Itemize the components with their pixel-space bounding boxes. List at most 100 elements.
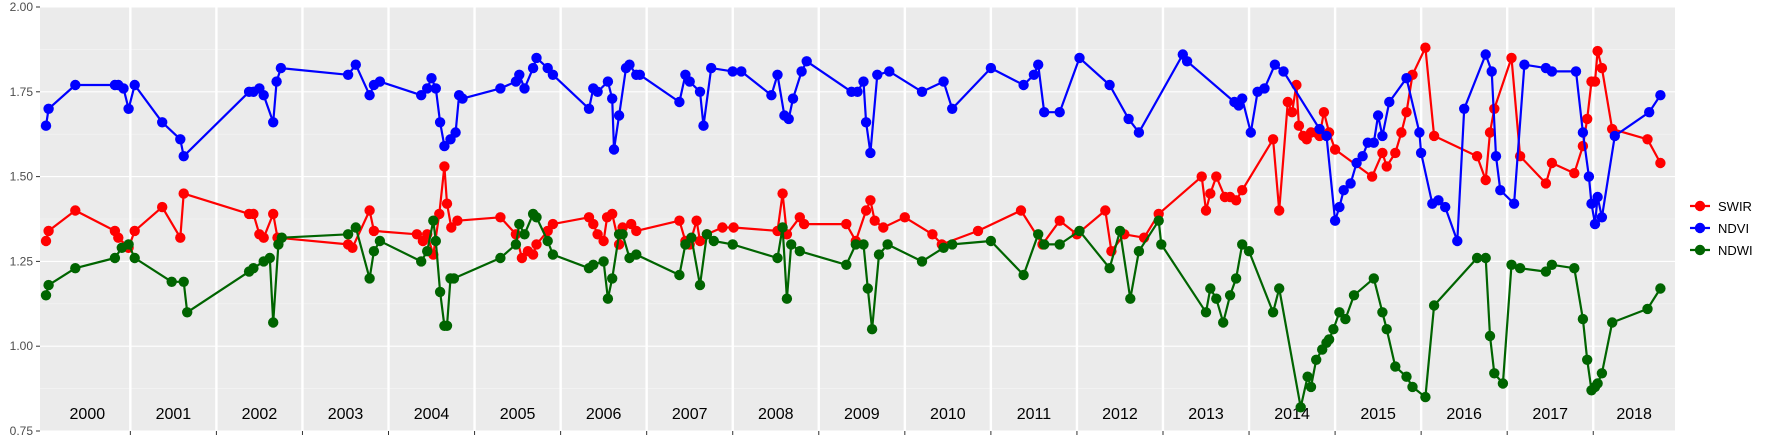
data-point-ndvi: [1570, 66, 1582, 77]
data-point-ndvi: [1338, 185, 1349, 196]
data-point-ndvi: [613, 110, 625, 121]
series-line-ndwi: [44, 212, 1662, 409]
data-point-ndvi: [123, 103, 134, 115]
legend: SWIR NDVI NDWI: [1690, 199, 1753, 258]
data-point-ndwi: [1323, 334, 1335, 345]
legend-label: NDWI: [1718, 243, 1753, 258]
data-point-ndwi: [531, 212, 542, 223]
data-point-ndwi: [1311, 354, 1322, 365]
data-point-swir: [1546, 157, 1558, 169]
data-point-ndwi: [350, 222, 361, 233]
data-point-ndwi: [841, 259, 852, 270]
data-point-ndwi: [1471, 252, 1483, 264]
data-point-swir: [972, 225, 984, 237]
data-point-ndwi: [129, 252, 140, 264]
data-point-ndvi: [1329, 215, 1341, 226]
data-point-ndvi: [1519, 59, 1530, 70]
data-point-swir: [446, 222, 457, 233]
series-layer: [40, 42, 1666, 413]
data-point-ndwi: [1569, 263, 1580, 274]
data-point-ndvi: [1577, 127, 1589, 138]
data-point-ndwi: [1218, 317, 1229, 328]
data-point-swir: [1390, 147, 1401, 159]
data-point-ndwi: [123, 239, 134, 250]
data-point-ndwi: [866, 324, 878, 335]
data-point-swir: [347, 242, 358, 253]
data-point-ndvi: [1433, 195, 1444, 206]
data-point-swir: [841, 218, 852, 230]
data-point-ndwi: [1642, 303, 1653, 315]
y-axis: 0.75 1.00 1.25 1.50 1.75 2.00 2000 2001 2002 2003…: [10, 0, 1652, 438]
data-point-swir: [1100, 205, 1111, 216]
data-point-ndvi: [364, 90, 375, 101]
data-point-ndvi: [860, 117, 872, 128]
data-point-ndwi: [43, 279, 54, 291]
data-point-ndwi: [368, 246, 380, 257]
data-point-ndvi: [736, 66, 747, 77]
data-point-ndwi: [985, 235, 997, 247]
data-point-swir: [70, 205, 81, 216]
data-point-ndwi: [1243, 246, 1255, 257]
data-point-ndwi: [947, 239, 958, 250]
data-point-swir: [1428, 130, 1440, 142]
data-point-swir: [878, 222, 889, 233]
data-point-ndvi: [70, 79, 81, 91]
data-point-ndwi: [1018, 269, 1029, 281]
data-point-ndvi: [1490, 151, 1502, 162]
data-point-swir: [368, 225, 380, 237]
data-point-ndvi: [783, 113, 794, 125]
data-point-ndwi: [428, 215, 439, 226]
data-point-ndvi: [527, 62, 539, 74]
data-point-ndwi: [674, 269, 685, 281]
data-point-ndwi: [248, 263, 259, 274]
data-point-ndvi: [1104, 79, 1115, 91]
data-point-ndvi: [1018, 79, 1029, 91]
year-label: 2004: [414, 406, 450, 423]
data-point-ndvi: [852, 86, 863, 98]
data-point-ndwi: [1153, 215, 1164, 226]
legend-item-swir: SWIR: [1690, 199, 1752, 214]
data-point-swir: [631, 225, 642, 237]
data-point-ndvi: [684, 76, 695, 87]
data-point-swir: [547, 218, 559, 230]
data-point-swir: [1582, 113, 1593, 125]
data-point-ndvi: [694, 86, 706, 98]
data-point-ndwi: [1133, 246, 1145, 257]
data-point-ndwi: [1074, 225, 1085, 237]
data-point-ndwi: [1224, 290, 1236, 301]
year-label: 2007: [672, 406, 708, 423]
data-point-ndvi: [1401, 73, 1412, 84]
data-point-ndvi: [1269, 59, 1281, 70]
data-point-ndwi: [873, 249, 885, 260]
data-point-swir: [248, 208, 259, 220]
data-point-ndvi: [422, 83, 433, 94]
data-point-ndvi: [178, 151, 189, 162]
data-point-ndvi: [350, 59, 361, 70]
data-point-ndvi: [1495, 185, 1506, 196]
data-point-ndvi: [706, 62, 717, 74]
data-point-ndvi: [457, 93, 468, 104]
data-point-ndwi: [1104, 263, 1115, 274]
data-point-swir: [531, 239, 542, 250]
data-point-ndwi: [1377, 307, 1388, 318]
data-point-ndvi: [495, 83, 506, 94]
data-point-ndvi: [271, 76, 282, 87]
data-point-swir: [40, 235, 52, 247]
data-point-ndvi: [1589, 218, 1601, 230]
year-label: 2013: [1188, 406, 1224, 423]
data-point-ndvi: [450, 127, 461, 138]
year-label: 2005: [500, 406, 536, 423]
data-point-ndvi: [514, 69, 525, 81]
year-label: 2003: [328, 406, 364, 423]
data-point-ndwi: [178, 276, 189, 287]
data-point-swir: [441, 198, 453, 209]
data-point-ndvi: [766, 90, 777, 101]
data-point-ndwi: [777, 222, 788, 233]
data-point-swir: [1480, 174, 1491, 186]
data-point-swir: [1377, 147, 1388, 159]
data-point-ndvi: [1596, 212, 1608, 223]
data-point-swir: [1015, 205, 1027, 216]
year-label: 2011: [1017, 406, 1052, 423]
data-point-ndvi: [1345, 178, 1356, 189]
data-point-swir: [452, 215, 463, 226]
